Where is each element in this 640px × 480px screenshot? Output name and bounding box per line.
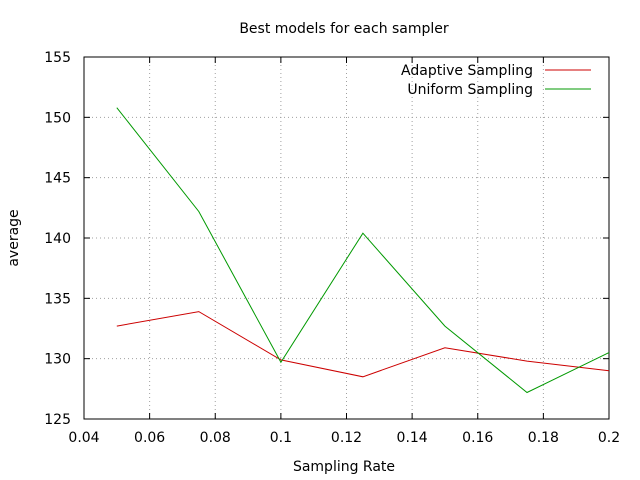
x-tick-label: 0.16 (462, 430, 493, 446)
series-lines (116, 107, 610, 394)
y-axis-label: average (6, 209, 22, 266)
x-tick-label: 0.04 (68, 430, 99, 446)
x-tick-label: 0.14 (397, 430, 428, 446)
y-tick-label: 125 (44, 412, 71, 428)
plot-frame (83, 56, 610, 420)
grid (84, 57, 609, 419)
series-line-uniform-sampling (116, 107, 610, 394)
series-line-adaptive-sampling (116, 311, 610, 378)
x-tick-label: 0.08 (200, 430, 231, 446)
axes (83, 56, 610, 420)
chart-title: Best models for each sampler (239, 21, 449, 37)
legend: Adaptive Sampling Uniform Sampling (401, 63, 591, 98)
x-axis-label: Sampling Rate (293, 459, 395, 475)
y-tick-label: 140 (44, 231, 71, 247)
x-tick-label: 0.2 (598, 430, 620, 446)
y-tick-label: 155 (44, 50, 71, 66)
x-tick-label: 0.18 (528, 430, 559, 446)
y-tick-label: 130 (44, 352, 71, 368)
y-tick-label: 150 (44, 110, 71, 126)
x-tick-label: 0.12 (331, 430, 362, 446)
legend-label-uniform-sampling: Uniform Sampling (407, 82, 533, 98)
y-tick-label: 135 (44, 291, 71, 307)
tick-labels: 0.04 0.06 0.08 0.1 0.12 0.14 0.16 0.18 0.2 125 130… (44, 50, 620, 446)
legend-label-adaptive-sampling: Adaptive Sampling (401, 63, 533, 79)
y-tick-label: 145 (44, 171, 71, 187)
x-tick-label: 0.1 (270, 430, 292, 446)
x-tick-label: 0.06 (134, 430, 165, 446)
